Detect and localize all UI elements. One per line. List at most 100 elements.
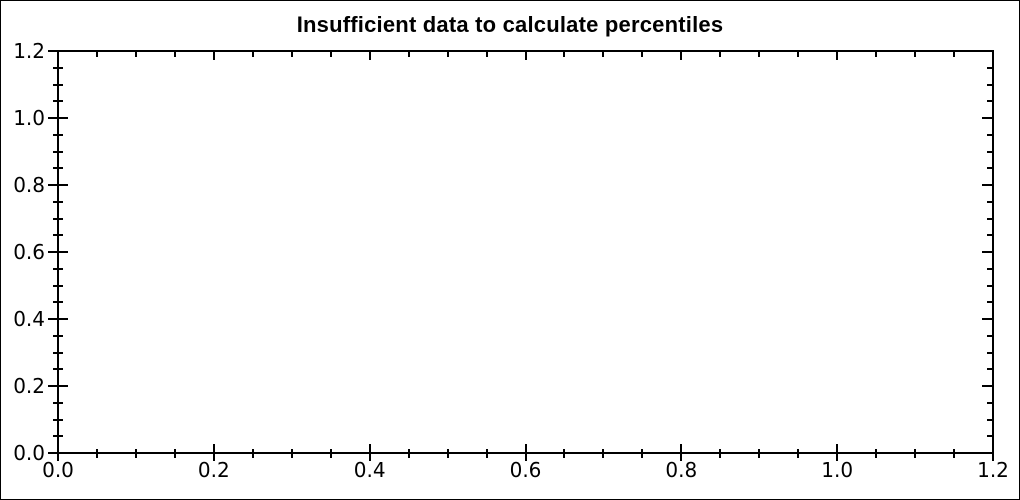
x-major-tick-bottom xyxy=(368,444,371,461)
x-minor-tick-top xyxy=(758,52,761,57)
x-major-tick-bottom xyxy=(992,444,994,461)
x-minor-tick-bottom xyxy=(173,449,176,458)
y-minor-tick-left xyxy=(53,83,63,86)
y-minor-tick-left xyxy=(53,150,63,153)
y-minor-tick-right xyxy=(987,133,992,136)
y-minor-tick-right xyxy=(987,200,992,203)
x-tick-label: 1.2 xyxy=(977,458,1009,482)
x-minor-tick-bottom xyxy=(329,449,332,458)
x-major-tick-top xyxy=(212,52,215,60)
x-major-tick-top xyxy=(524,52,527,60)
y-minor-tick-left xyxy=(53,234,63,237)
y-minor-tick-left xyxy=(53,217,63,220)
y-tick-label: 1.0 xyxy=(13,106,45,130)
x-major-tick-top xyxy=(57,52,59,60)
y-minor-tick-right xyxy=(987,435,992,438)
y-major-tick-right xyxy=(982,184,992,186)
chart-title: Insufficient data to calculate percentil… xyxy=(296,12,724,37)
x-minor-tick-bottom xyxy=(251,449,254,458)
y-minor-tick-right xyxy=(987,368,992,371)
x-minor-tick-top xyxy=(485,52,488,57)
y-major-tick-left xyxy=(48,318,68,320)
x-minor-tick-top xyxy=(719,52,722,57)
x-minor-tick-bottom xyxy=(719,449,722,458)
x-minor-tick-bottom xyxy=(953,449,956,458)
x-tick-label: 0.8 xyxy=(665,458,698,482)
y-minor-tick-left xyxy=(53,100,63,103)
y-minor-tick-left xyxy=(53,284,63,287)
x-minor-tick-top xyxy=(251,52,254,57)
y-major-tick-right xyxy=(982,385,992,387)
y-minor-tick-right xyxy=(987,334,992,337)
x-minor-tick-bottom xyxy=(95,449,98,458)
y-tick-label: 0.4 xyxy=(13,307,45,331)
x-minor-tick-bottom xyxy=(563,449,566,458)
y-tick-label: 0.8 xyxy=(13,173,45,197)
y-minor-tick-right xyxy=(987,167,992,170)
y-major-tick-right xyxy=(982,251,992,253)
y-minor-tick-left xyxy=(53,401,63,404)
y-minor-tick-left xyxy=(53,351,63,354)
x-minor-tick-top xyxy=(641,52,644,57)
x-minor-tick-bottom xyxy=(134,449,137,458)
x-minor-tick-top xyxy=(329,52,332,57)
y-tick-label: 0.2 xyxy=(13,374,45,398)
y-major-tick-left xyxy=(48,117,68,119)
x-minor-tick-top xyxy=(173,52,176,57)
x-minor-tick-top xyxy=(407,52,410,57)
x-major-tick-top xyxy=(680,52,683,60)
x-tick-label: 1.0 xyxy=(821,458,854,482)
x-minor-tick-top xyxy=(563,52,566,57)
y-minor-tick-right xyxy=(987,284,992,287)
y-minor-tick-left xyxy=(53,435,63,438)
y-major-tick-left xyxy=(48,50,68,52)
x-major-tick-bottom xyxy=(212,444,215,461)
y-minor-tick-right xyxy=(987,100,992,103)
y-major-tick-right xyxy=(982,117,992,119)
x-tick-label: 0.2 xyxy=(197,458,230,482)
x-minor-tick-bottom xyxy=(602,449,605,458)
y-minor-tick-right xyxy=(987,301,992,304)
y-tick-label: 1.2 xyxy=(13,39,45,63)
y-minor-tick-left xyxy=(53,66,63,69)
y-minor-tick-right xyxy=(987,351,992,354)
y-minor-tick-right xyxy=(987,66,992,69)
x-minor-tick-bottom xyxy=(758,449,761,458)
x-minor-tick-bottom xyxy=(797,449,800,458)
x-minor-tick-top xyxy=(953,52,956,57)
x-major-tick-top xyxy=(992,52,994,60)
y-minor-tick-right xyxy=(987,217,992,220)
x-major-tick-bottom xyxy=(836,444,839,461)
y-major-tick-left xyxy=(48,251,68,253)
x-minor-tick-bottom xyxy=(641,449,644,458)
y-minor-tick-left xyxy=(53,133,63,136)
y-tick-label: 0.6 xyxy=(13,240,45,264)
y-minor-tick-left xyxy=(53,167,63,170)
x-minor-tick-bottom xyxy=(914,449,917,458)
x-minor-tick-top xyxy=(914,52,917,57)
y-major-tick-right xyxy=(982,452,992,454)
x-minor-tick-top xyxy=(797,52,800,57)
y-major-tick-right xyxy=(982,50,992,52)
x-tick-label: 0.0 xyxy=(42,458,74,482)
x-minor-tick-top xyxy=(875,52,878,57)
x-major-tick-bottom xyxy=(680,444,683,461)
y-minor-tick-right xyxy=(987,83,992,86)
x-minor-tick-top xyxy=(95,52,98,57)
x-major-tick-bottom xyxy=(524,444,527,461)
x-minor-tick-top xyxy=(134,52,137,57)
y-minor-tick-right xyxy=(987,401,992,404)
x-minor-tick-bottom xyxy=(290,449,293,458)
y-minor-tick-left xyxy=(53,418,63,421)
y-minor-tick-right xyxy=(987,418,992,421)
y-major-tick-left xyxy=(48,452,68,454)
y-major-tick-left xyxy=(48,385,68,387)
x-tick-label: 0.4 xyxy=(353,458,386,482)
x-minor-tick-bottom xyxy=(485,449,488,458)
x-minor-tick-top xyxy=(290,52,293,57)
y-minor-tick-left xyxy=(53,368,63,371)
x-minor-tick-top xyxy=(602,52,605,57)
x-major-tick-top xyxy=(836,52,839,60)
y-minor-tick-left xyxy=(53,334,63,337)
